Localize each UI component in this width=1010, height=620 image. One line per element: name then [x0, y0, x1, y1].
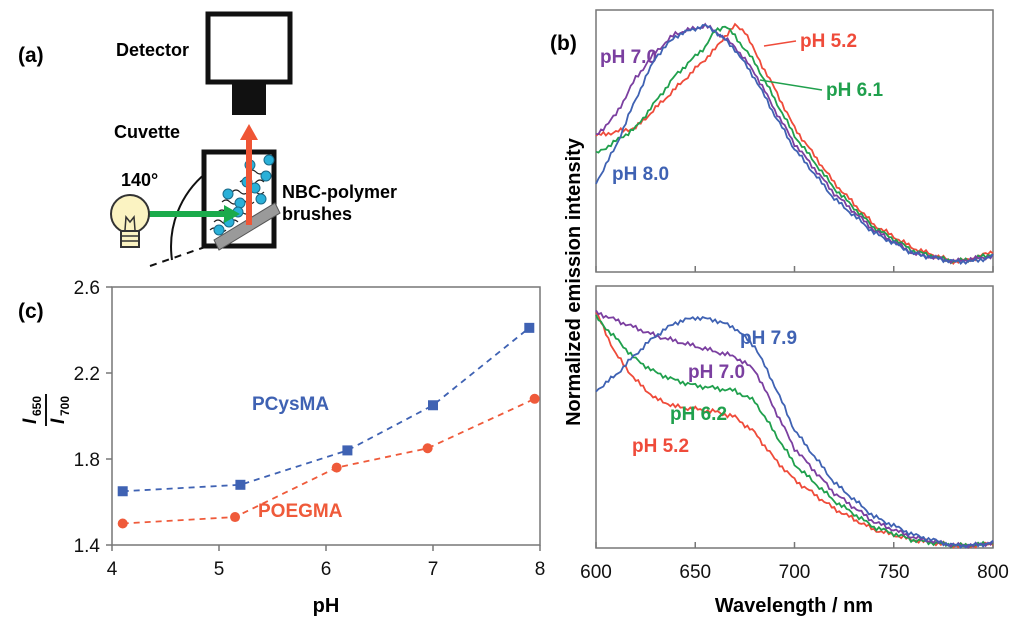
series-label-pcysma: PCysMA [252, 394, 329, 415]
panel-c: (c) 4 5 6 7 8 1.4 1.8 2.2 2.6 PCysMA POEGMA I 650… [18, 278, 545, 617]
panel-c-label: (c) [18, 300, 44, 323]
ylabel-i-den: I [48, 418, 69, 424]
data-point [117, 486, 128, 497]
series-label-poegma: POEGMA [258, 501, 343, 522]
data-point [230, 512, 241, 523]
plot-b-ticks: 600 650 700 750 800 [580, 266, 1009, 583]
series-label: pH 5.2 [632, 436, 689, 457]
plot-b-ylabel: Normalized emission intensity [563, 137, 585, 426]
bead-icon [263, 154, 275, 166]
ylabel-i-num: I [20, 418, 41, 424]
emission-arrowhead [240, 124, 258, 140]
data-point [117, 518, 128, 529]
series-line-pcysma [122, 327, 530, 493]
series-label: pH 6.1 [826, 80, 883, 101]
detector-box [205, 11, 293, 85]
detector-lens [232, 82, 266, 115]
plot-c-ylabel: I 650 I 700 [20, 394, 72, 426]
data-point [235, 479, 246, 490]
x-tick-label: 600 [580, 562, 612, 583]
data-point [422, 443, 433, 454]
x-tick-label: 8 [535, 559, 546, 580]
x-tick-label: 6 [321, 559, 332, 580]
x-tick-label: 700 [779, 562, 811, 583]
y-tick-label: 2.6 [74, 278, 100, 299]
spectrum-line [595, 315, 994, 549]
series-label: pH 7.0 [688, 362, 745, 383]
excitation-arrowhead [224, 205, 240, 223]
panel-b: (b) 600 650 700 750 800 pH 5.2pH 6.1pH 7.0pH… [550, 9, 1009, 617]
x-tick-label: 800 [977, 562, 1009, 583]
sample-label-line1: NBC-polymer [282, 182, 397, 202]
plot-c-ticks: 4 5 6 7 8 1.4 1.8 2.2 2.6 [74, 278, 546, 580]
spectrum-line [595, 24, 994, 266]
bead-icon [213, 224, 225, 236]
substrate-icon [213, 202, 281, 251]
label-leader-line [763, 40, 797, 47]
spectrum-line [595, 25, 994, 265]
series-label: pH 5.2 [800, 31, 857, 52]
spectrum-line [595, 22, 994, 265]
series-label: pH 6.2 [670, 404, 727, 425]
x-tick-label: 7 [428, 559, 439, 580]
x-tick-label: 4 [107, 559, 118, 580]
data-point [428, 400, 438, 411]
angle-dashed-line [149, 246, 206, 267]
x-tick-label: 650 [679, 562, 711, 583]
data-point [529, 393, 540, 404]
x-tick-label: 5 [214, 559, 225, 580]
panel-a-label: (a) [18, 44, 44, 67]
panel-a: (a) Detector Cuvette 140° [18, 11, 397, 267]
detector-label: Detector [116, 40, 189, 60]
ylabel-den: 700 [58, 396, 72, 416]
plot-b-bottom-frame [595, 285, 994, 549]
x-tick-label: 750 [878, 562, 910, 583]
panel-b-label: (b) [550, 32, 577, 55]
series-label: pH 7.9 [740, 328, 797, 349]
plot-b-xlabel: Wavelength / nm [715, 595, 873, 617]
angle-label: 140° [121, 170, 158, 190]
plot-c-series: PCysMA POEGMA [117, 322, 540, 529]
bead-icon [222, 188, 234, 200]
data-point [331, 462, 342, 473]
spectrum-line [595, 309, 994, 549]
y-tick-label: 1.8 [74, 450, 100, 471]
data-point [342, 445, 353, 456]
sample-label-line2: brushes [282, 204, 352, 224]
bead-icon [255, 193, 267, 205]
bead-icon [234, 197, 246, 209]
series-label: pH 7.0 [600, 47, 657, 68]
plot-c-xlabel: pH [313, 595, 340, 617]
light-bulb-icon [110, 194, 150, 248]
series-label: pH 8.0 [612, 164, 669, 185]
plot-b-series: pH 5.2 pH 6.1 pH 7.0 pH 8.0 pH 5.2 pH 6.2 pH 7… [595, 22, 994, 549]
cuvette-label: Cuvette [114, 122, 180, 142]
label-leader-line [759, 79, 823, 91]
data-point [524, 322, 535, 333]
bead-icon [260, 170, 272, 182]
ylabel-num: 650 [30, 396, 44, 416]
y-tick-label: 2.2 [74, 364, 100, 385]
y-tick-label: 1.4 [74, 536, 101, 557]
